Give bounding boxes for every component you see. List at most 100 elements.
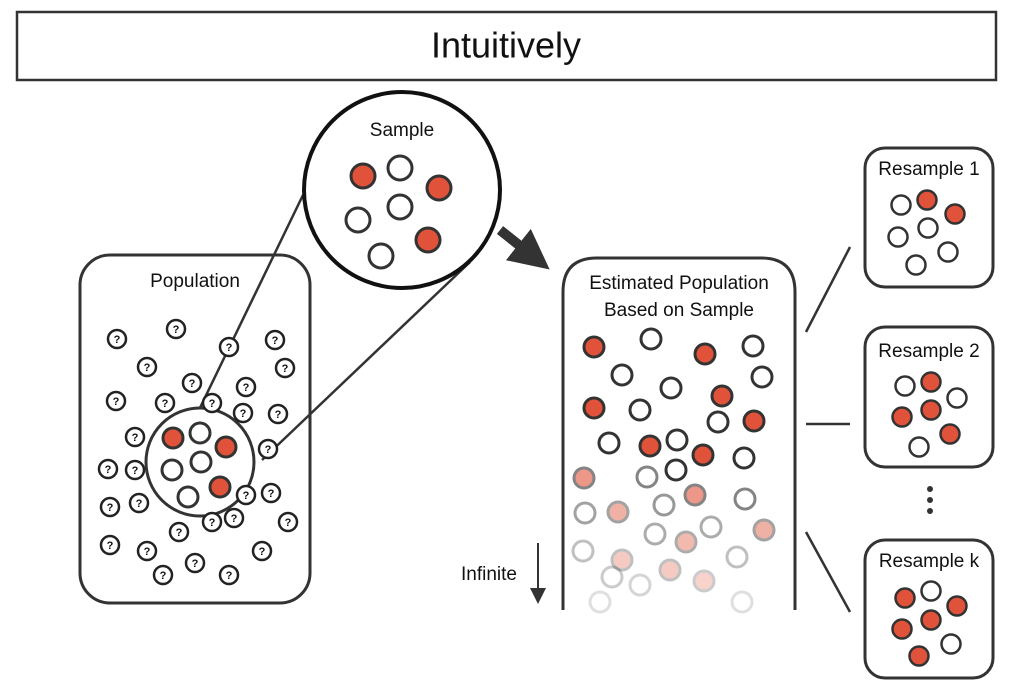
unknown-symbol: ? (259, 546, 266, 558)
white-dot (160, 458, 184, 482)
red-dot (894, 587, 916, 609)
white-dot (600, 565, 624, 589)
unknown-dot (105, 390, 127, 412)
unknown-dot (152, 564, 174, 586)
red-dot (692, 569, 716, 593)
white-dot (699, 515, 723, 539)
white-dot (665, 428, 689, 452)
zoom-line (261, 261, 471, 461)
unknown-symbol: ? (272, 335, 279, 347)
unknown-symbol: ? (265, 444, 272, 456)
white-dot (890, 194, 912, 216)
red-dot (920, 371, 942, 393)
unknown-symbol: ? (114, 334, 121, 346)
white-dot (732, 446, 756, 470)
ellipsis-dot (927, 486, 933, 492)
white-dot (188, 421, 212, 445)
unknown-dot (232, 402, 254, 424)
unknown-symbol: ? (275, 409, 282, 421)
estimated-box (561, 256, 797, 610)
unknown-dot (97, 458, 119, 480)
red-dot (414, 226, 442, 254)
white-dot (635, 465, 659, 489)
connector (804, 246, 852, 333)
white-dot (706, 410, 730, 434)
unknown-symbol: ? (144, 546, 151, 558)
title-box (15, 10, 998, 82)
white-dot (937, 241, 959, 263)
unknown-symbol: ? (285, 517, 292, 529)
unknown-symbol: ? (231, 513, 238, 525)
white-dot (367, 242, 395, 270)
white-dot (730, 590, 754, 614)
connector (804, 531, 852, 613)
unknown-symbol: ? (209, 517, 216, 529)
resample-label: Resample 2 (878, 341, 979, 362)
red-dot (891, 618, 913, 640)
dots: ??????????????????????????????? (97, 154, 968, 667)
unknown-dot (154, 392, 176, 414)
white-dot (946, 387, 968, 409)
estimated-label: Estimated Population (589, 273, 769, 294)
unknown-dot (251, 540, 273, 562)
white-dot (610, 363, 634, 387)
unknown-symbol: ? (209, 398, 216, 410)
resample-label: Resample k (879, 551, 980, 572)
red-dot (349, 162, 377, 190)
title: Intuitively (431, 25, 581, 66)
unknown-dot (264, 329, 286, 351)
unknown-dot (128, 492, 150, 514)
unknown-symbol: ? (243, 490, 250, 502)
unknown-symbol: ? (243, 382, 250, 394)
white-dot (733, 487, 757, 511)
unknown-dot (106, 328, 128, 350)
infinite-label: Infinite (461, 564, 517, 585)
red-dot (920, 609, 942, 631)
unknown-dot (168, 521, 190, 543)
unknown-symbol: ? (113, 396, 120, 408)
white-dot (664, 458, 688, 482)
ellipsis-dot (927, 508, 933, 514)
white-dot (652, 493, 676, 517)
unknown-dot (99, 534, 121, 556)
unknown-dot (136, 540, 158, 562)
unknown-dot (260, 482, 282, 504)
white-dot (628, 398, 652, 422)
red-dot (752, 518, 776, 542)
white-dot (894, 375, 916, 397)
white-dot (750, 365, 774, 389)
red-dot (214, 435, 238, 459)
white-dot (905, 254, 927, 276)
white-dot (908, 436, 930, 458)
unknown-dot (136, 356, 158, 378)
white-dot (917, 217, 939, 239)
unknown-dot (223, 507, 245, 529)
unknown-symbol: ? (189, 378, 196, 390)
red-dot (208, 475, 232, 499)
arrow (496, 226, 550, 270)
unknown-symbol: ? (240, 408, 247, 420)
estimated-label: Based on Sample (604, 300, 754, 321)
unknown-symbol: ? (176, 527, 183, 539)
red-dot (944, 203, 966, 225)
unknown-symbol: ? (162, 398, 169, 410)
unknown-symbol: ? (132, 465, 139, 477)
unknown-dot (165, 318, 187, 340)
red-dot (946, 595, 968, 617)
white-dot (725, 545, 749, 569)
population-label: Population (150, 271, 240, 292)
zoom-line (195, 194, 305, 415)
white-dot (659, 376, 683, 400)
red-dot (572, 466, 596, 490)
unknown-symbol: ? (282, 363, 289, 375)
resample-box (863, 325, 995, 469)
unknown-symbol: ? (192, 558, 199, 570)
ellipsis-dot (927, 497, 933, 503)
unknown-dot (124, 426, 146, 448)
unknown-dot (257, 438, 279, 460)
unknown-symbol: ? (160, 570, 167, 582)
white-dot (628, 573, 652, 597)
unknown-dot (124, 459, 146, 481)
unknown-dot (235, 376, 257, 398)
red-dot (939, 423, 961, 445)
